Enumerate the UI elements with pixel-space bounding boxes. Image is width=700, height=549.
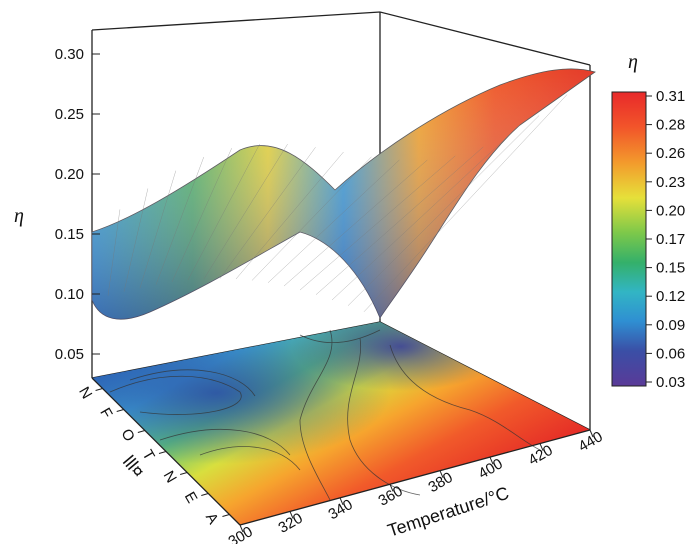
colorbar-tick-label-3: 0.23 [656, 174, 685, 191]
z-axis-ticks: 0.05 0.10 0.15 0.20 0.25 0.30 [55, 46, 100, 363]
colorbar-tick-label-9: 0.06 [656, 345, 685, 362]
z-tick-label-1: 0.10 [55, 286, 84, 303]
colorbar-tick-label-7: 0.12 [656, 288, 685, 305]
mesh-line-17 [363, 94, 568, 312]
mesh-line-11 [267, 159, 400, 283]
z-tick-label-5: 0.30 [55, 46, 84, 63]
surface [91, 68, 596, 320]
colorbar-tick-label-0: 0.31 [656, 88, 685, 105]
mesh-line-5 [171, 148, 232, 283]
x-tick-mark-2 [339, 497, 344, 506]
x-tick-mark-0 [239, 524, 244, 533]
y-tick-mark-4 [180, 472, 188, 475]
mesh-line-10 [251, 156, 372, 281]
y-tick-label-0: N [75, 384, 95, 402]
mesh-line-13 [299, 155, 456, 291]
z-tick-label-0: 0.05 [55, 346, 84, 363]
colorbar: η 0.31 0.28 0.26 0.23 0.20 0.17 0.15 0.12 0.09 0.… [611, 51, 685, 391]
z-tick-label-4: 0.25 [55, 106, 84, 123]
y-tick-mark-1 [116, 409, 124, 412]
colorbar-tick-label-4: 0.20 [656, 202, 685, 219]
mesh-line-3 [139, 170, 177, 289]
y-tick-label-1: F [96, 405, 115, 421]
z-tick-label-3: 0.20 [55, 166, 84, 183]
mesh-line-14 [315, 146, 484, 295]
y-tick-mark-2 [137, 430, 145, 433]
mesh-line-4 [155, 156, 204, 285]
mesh-line-9 [235, 151, 344, 280]
x-axis-ticks: 300 320 340 360 380 400 420 440 [226, 428, 606, 549]
mesh-line-8 [219, 147, 316, 279]
x-tick-mark-1 [289, 511, 294, 519]
y-axis-line [91, 377, 241, 526]
x-tick-label-0: 300 [226, 523, 256, 544]
colorbar-tick-label-8: 0.09 [656, 317, 685, 334]
x-tick-mark-5 [489, 456, 494, 465]
x-tick-mark-4 [439, 470, 444, 478]
y-tick-label-4: N [160, 468, 180, 486]
colorbar-tick-label-6: 0.15 [656, 260, 685, 277]
y-tick-mark-0 [95, 388, 103, 391]
x-axis-title: Temperature/°C [385, 483, 511, 541]
mesh-line-6 [187, 143, 260, 281]
mesh-line-16 [347, 115, 540, 306]
mesh-line-1 [107, 209, 121, 296]
colorbar-tick-label-5: 0.17 [656, 231, 685, 248]
x-tick-mark-7 [589, 429, 594, 438]
colorbar-title: η [628, 51, 638, 73]
mesh-line-7 [203, 143, 288, 279]
colorbar-tick-label-10: 0.03 [656, 374, 685, 391]
y-tick-mark-3 [158, 451, 167, 454]
y-tick-label-5: E [181, 489, 201, 506]
colorbar-gradient [611, 91, 647, 387]
y-tick-mark-6 [222, 514, 230, 517]
mesh-line-12 [283, 159, 428, 287]
floor-contour [92, 322, 590, 525]
mesh-line-2 [123, 188, 149, 292]
y-tick-label-6: A [202, 510, 222, 527]
colorbar-tick-label-1: 0.28 [656, 117, 685, 134]
x-tick-mark-3 [389, 484, 394, 492]
z-tick-label-2: 0.15 [55, 226, 84, 243]
colorbar-tick-label-2: 0.26 [656, 145, 685, 162]
mesh-line-15 [331, 133, 512, 301]
x-axis-line [239, 429, 591, 526]
y-tick-label-2: O [117, 426, 138, 445]
z-axis-title: η [14, 205, 24, 227]
y-tick-mark-5 [201, 493, 209, 496]
x-tick-mark-6 [539, 443, 544, 451]
